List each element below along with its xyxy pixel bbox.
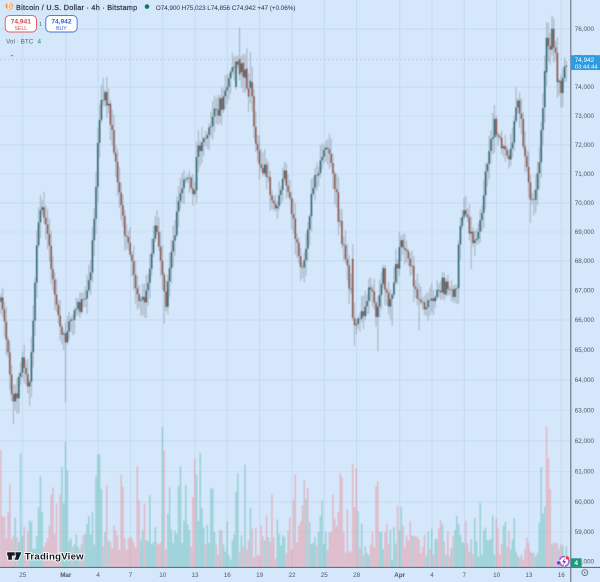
- svg-text:64,000: 64,000: [575, 377, 595, 384]
- svg-text:16: 16: [224, 572, 232, 579]
- svg-text:03:44:44: 03:44:44: [575, 64, 599, 70]
- svg-text:70,000: 70,000: [575, 200, 595, 207]
- svg-text:74,000: 74,000: [575, 84, 595, 91]
- svg-text:74,942: 74,942: [575, 57, 595, 64]
- svg-text:58,000: 58,000: [575, 559, 595, 566]
- svg-text:O74,900 H75,023 L74,856 C74,94: O74,900 H75,023 L74,856 C74,942 +47 (+0.…: [156, 5, 296, 12]
- svg-text:25: 25: [19, 572, 27, 579]
- svg-text:1: 1: [39, 22, 42, 28]
- svg-text:7: 7: [463, 572, 467, 579]
- svg-text:TradingView: TradingView: [25, 551, 84, 562]
- svg-text:61,000: 61,000: [575, 469, 595, 476]
- svg-text:71,000: 71,000: [575, 171, 595, 178]
- svg-text:65,000: 65,000: [575, 347, 595, 354]
- svg-text:Bitcoin / U.S. Dollar · 4h · B: Bitcoin / U.S. Dollar · 4h · Bitstamp: [16, 3, 137, 12]
- svg-text:Mar: Mar: [60, 572, 72, 579]
- svg-text:₿: ₿: [6, 2, 12, 10]
- svg-text:7: 7: [129, 572, 133, 579]
- svg-text:4: 4: [38, 38, 42, 45]
- svg-text:68,000: 68,000: [575, 258, 595, 265]
- svg-text:22: 22: [288, 572, 296, 579]
- svg-text:73,000: 73,000: [575, 113, 595, 120]
- svg-text:4: 4: [96, 572, 100, 579]
- svg-text:62,000: 62,000: [575, 438, 595, 445]
- svg-text:4: 4: [574, 560, 578, 567]
- svg-text:16: 16: [558, 572, 566, 579]
- svg-text:74,941: 74,941: [11, 18, 32, 25]
- svg-text:28: 28: [353, 572, 361, 579]
- svg-text:59,000: 59,000: [575, 529, 595, 536]
- svg-text:67,000: 67,000: [575, 288, 595, 295]
- svg-text:Vol · BTC: Vol · BTC: [6, 38, 34, 45]
- svg-text:SELL: SELL: [14, 26, 27, 32]
- svg-text:63,000: 63,000: [575, 408, 595, 415]
- svg-text:10: 10: [159, 572, 167, 579]
- svg-text:69,000: 69,000: [575, 229, 595, 236]
- svg-text:4: 4: [430, 572, 434, 579]
- svg-text:13: 13: [191, 572, 199, 579]
- svg-text:Apr: Apr: [394, 572, 405, 579]
- svg-text:⌃: ⌃: [9, 54, 14, 62]
- svg-text:72,000: 72,000: [575, 142, 595, 149]
- svg-text:60,000: 60,000: [575, 499, 595, 506]
- svg-text:66,000: 66,000: [575, 317, 595, 324]
- svg-text:10: 10: [493, 572, 501, 579]
- svg-text:BUY: BUY: [56, 26, 67, 32]
- svg-text:19: 19: [256, 572, 264, 579]
- svg-text:76,000: 76,000: [575, 26, 595, 33]
- svg-text:74,942: 74,942: [51, 18, 72, 25]
- svg-text:13: 13: [525, 572, 533, 579]
- svg-text:25: 25: [321, 572, 329, 579]
